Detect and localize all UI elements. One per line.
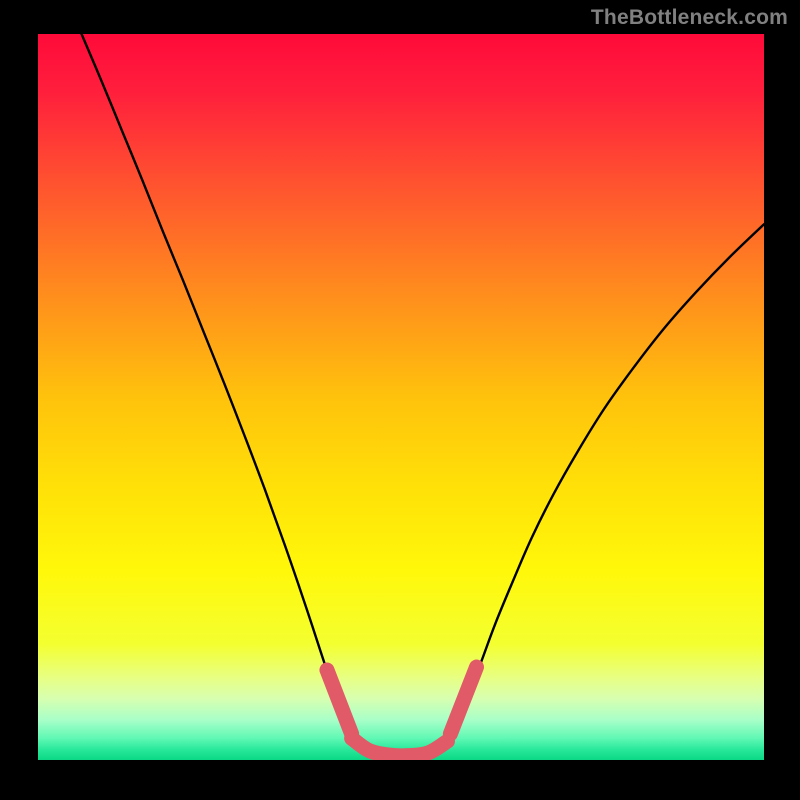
chart-frame: TheBottleneck.com <box>0 0 800 800</box>
gradient-background <box>38 34 764 760</box>
bottleneck-curve-chart <box>38 34 764 760</box>
watermark-text: TheBottleneck.com <box>591 6 788 30</box>
